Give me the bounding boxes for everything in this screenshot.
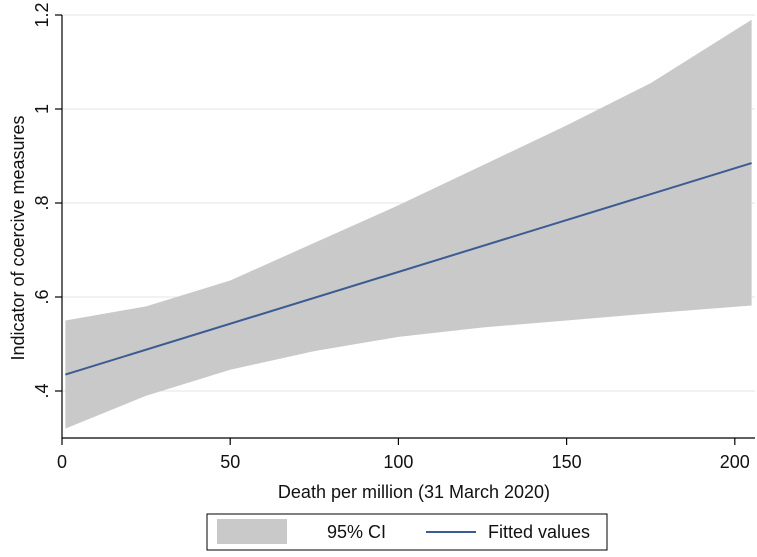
legend: 95% CI Fitted values [206,513,608,551]
x-axis-label: Death per million (31 March 2020) [278,482,550,502]
x-tick-label-4: 200 [720,452,750,472]
legend-ci-label: 95% CI [327,522,386,542]
x-tick-label-1: 50 [220,452,240,472]
x-tick-label-2: 100 [383,452,413,472]
fitted-line [65,162,752,376]
y-tick-label-4: 1.2 [32,2,52,27]
legend-fit-label: Fitted values [488,522,590,542]
axes-layer: 0 50 100 150 200 .4 .6 .8 1 1.2 [32,2,755,472]
legend-ci-swatch [217,519,287,544]
x-tick-label-3: 150 [552,452,582,472]
confidence-band [65,19,752,429]
y-tick-label-1: .6 [32,289,52,304]
y-tick-label-2: .8 [32,195,52,210]
y-tick-label-0: .4 [32,383,52,398]
y-axis-label: Indicator of coercive measures [8,115,28,360]
x-tick-label-0: 0 [57,452,67,472]
y-tick-label-3: 1 [32,104,52,114]
